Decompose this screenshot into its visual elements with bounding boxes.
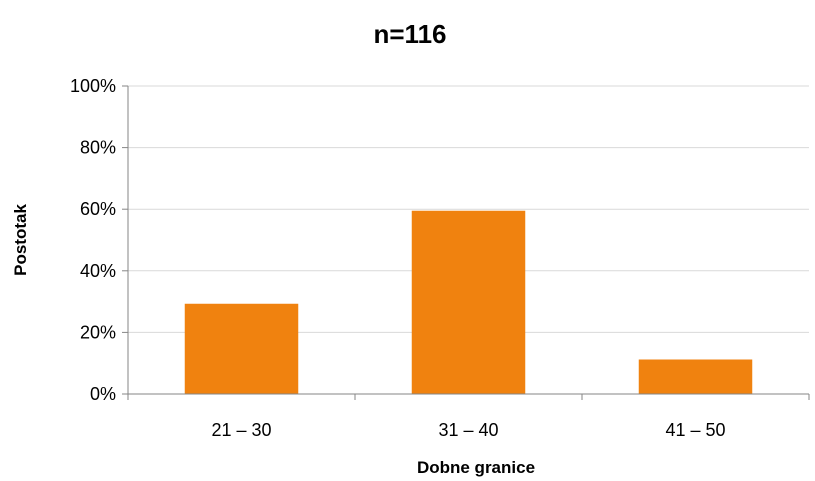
gridlines [128, 85, 809, 333]
x-axis-title: Dobne granice [417, 458, 535, 477]
bar [411, 210, 526, 394]
y-tick-label: 20% [80, 322, 116, 342]
bars [184, 210, 753, 394]
x-tick-label: 41 – 50 [665, 420, 725, 440]
y-axis-title: Postotak [11, 204, 30, 276]
axes [122, 85, 810, 400]
y-tick-label: 40% [80, 261, 116, 281]
y-tick-labels: 0% 20% 40% 60% 80% 100% [70, 76, 116, 404]
x-tick-label: 31 – 40 [438, 420, 498, 440]
y-tick-label: 80% [80, 138, 116, 158]
x-tick-label: 21 – 30 [211, 420, 271, 440]
x-tick-labels: 21 – 30 31 – 40 41 – 50 [211, 420, 725, 440]
chart-title: n=116 [373, 19, 446, 49]
bar [184, 303, 299, 394]
y-tick-label: 60% [80, 199, 116, 219]
bar [638, 359, 753, 394]
y-tick-label: 0% [90, 384, 116, 404]
y-tick-label: 100% [70, 76, 116, 96]
